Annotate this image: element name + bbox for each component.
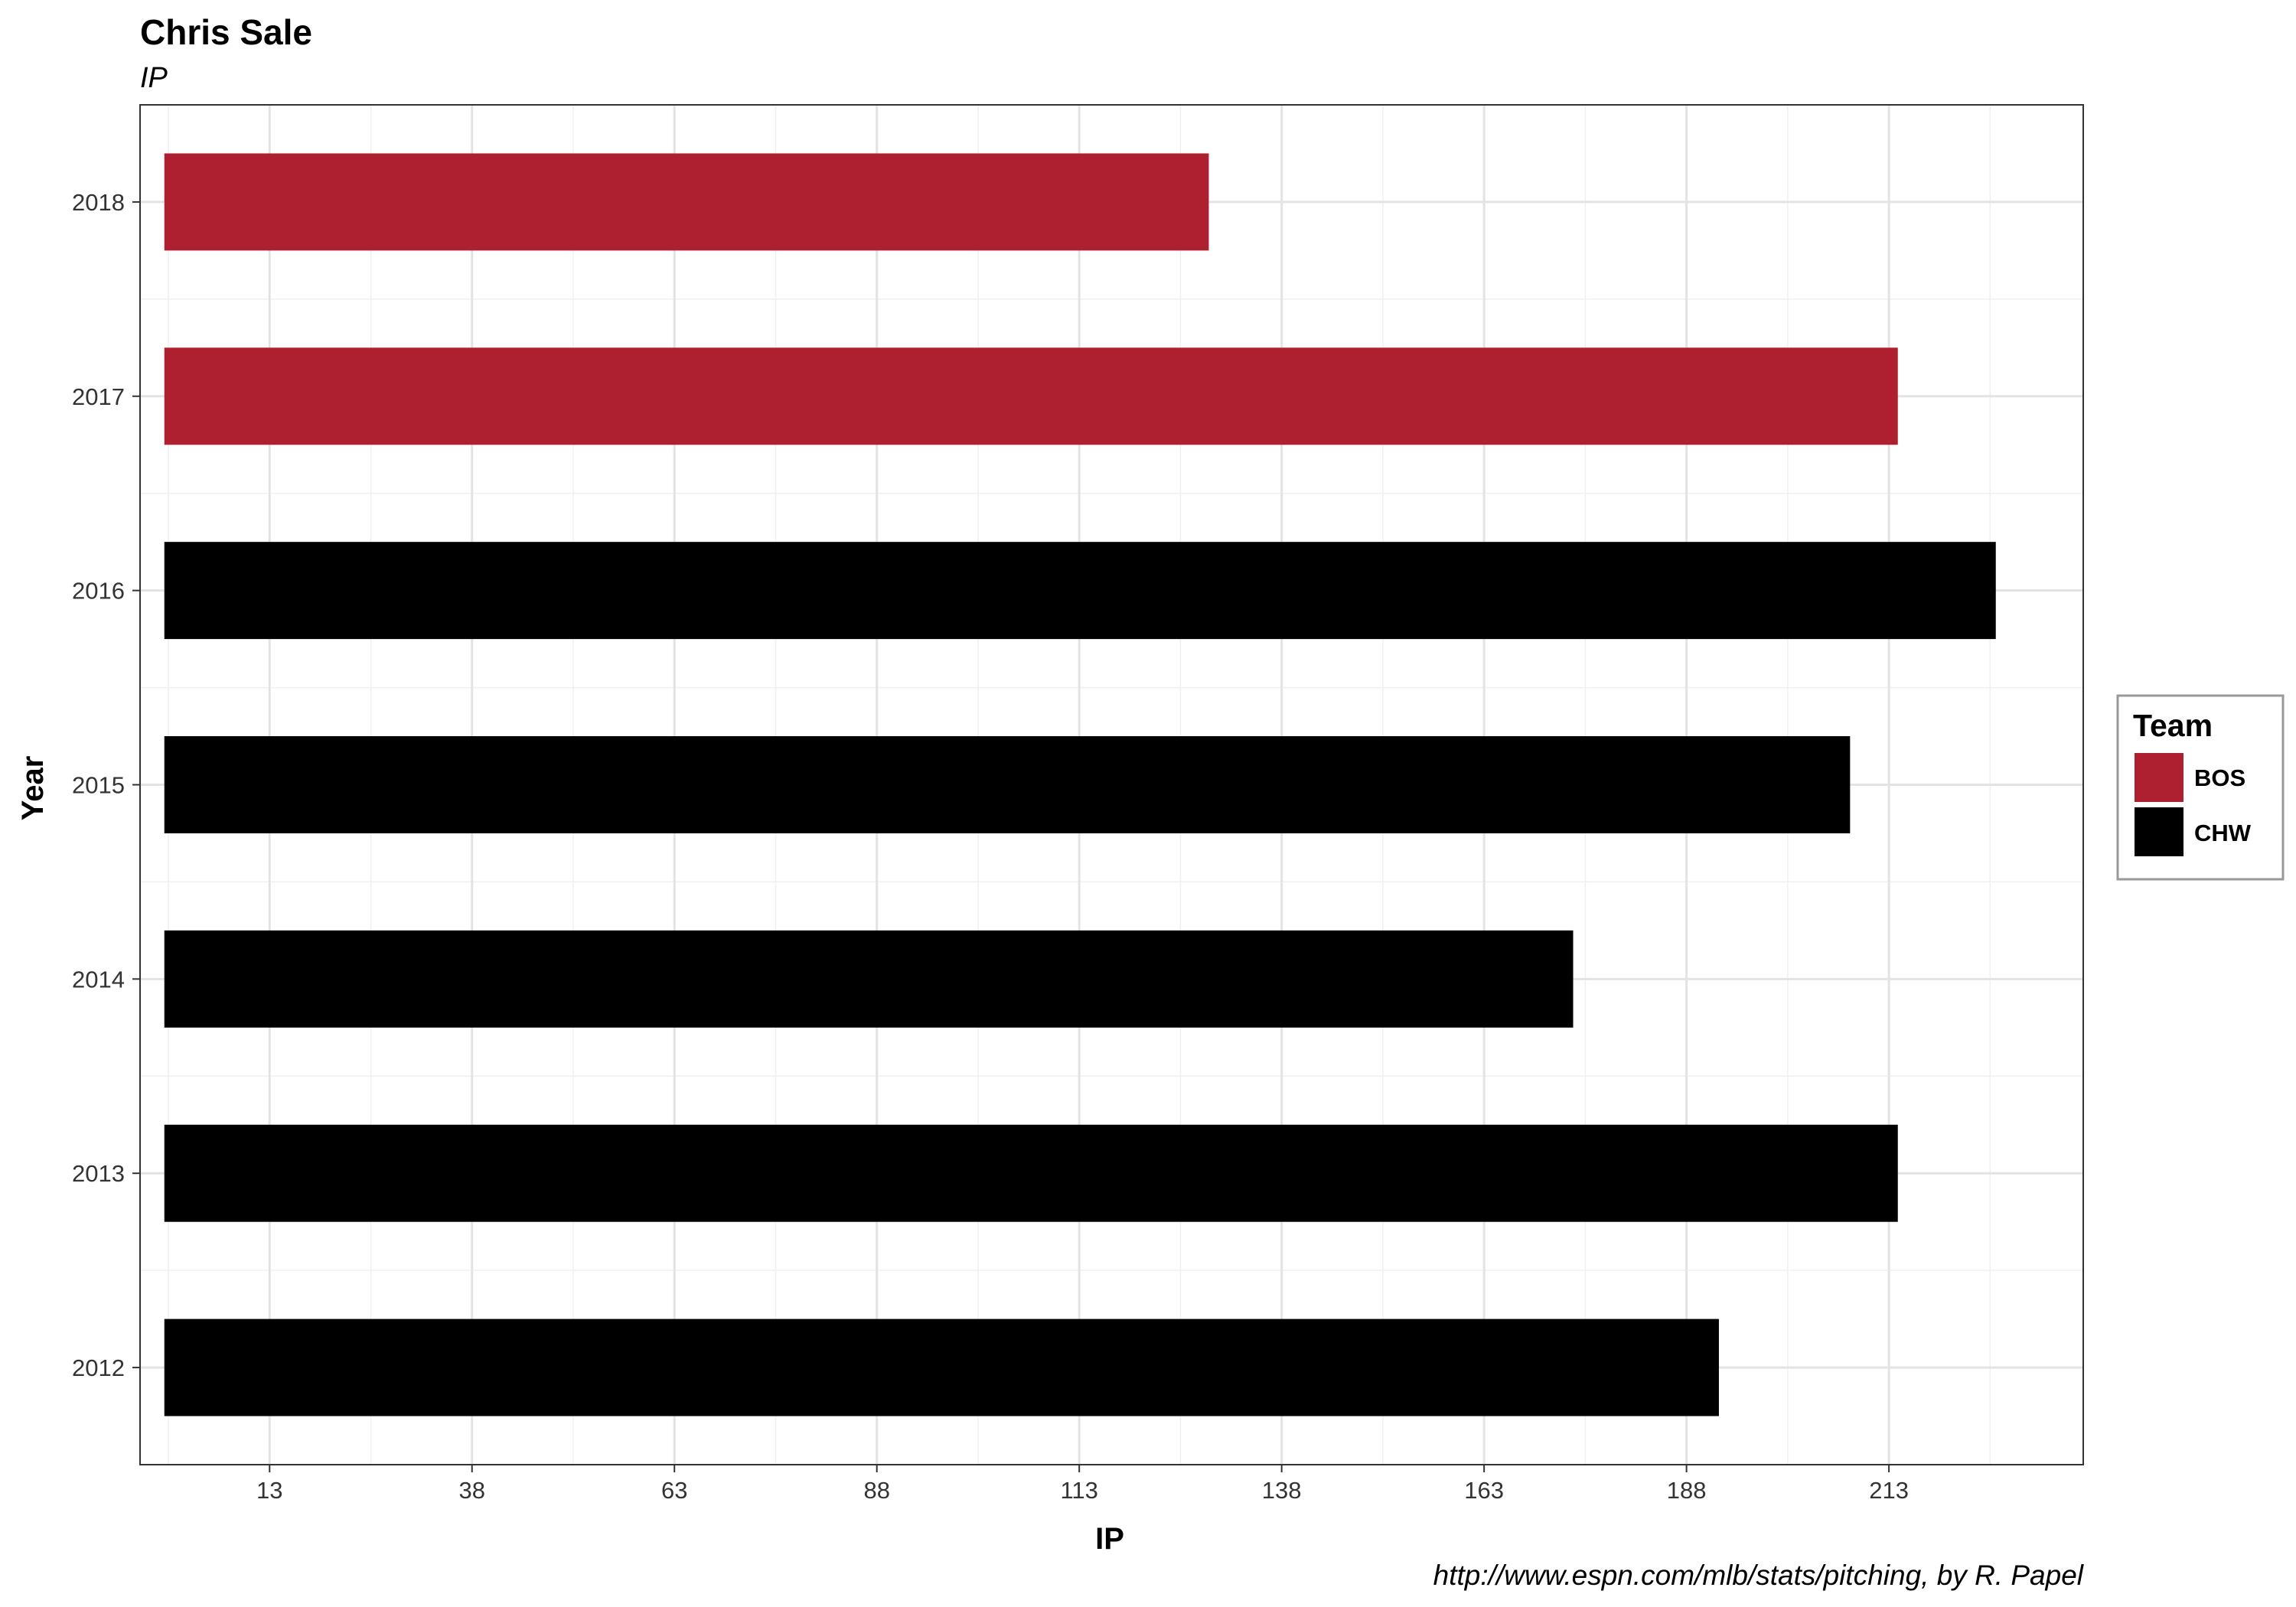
bar-2016 (164, 542, 1996, 640)
bar-2017 (164, 347, 1898, 445)
legend-title: Team (2133, 708, 2213, 743)
bar-2014 (164, 930, 1574, 1028)
bar-2012 (164, 1319, 1719, 1416)
x-axis-title: IP (1095, 1522, 1124, 1556)
y-tick-label: 2016 (72, 578, 125, 605)
x-tick-label: 188 (1667, 1477, 1707, 1504)
x-tick-label: 163 (1464, 1477, 1504, 1504)
x-axis-ticks: 13 38 63 88 113 138 163 188 213 (256, 1465, 1909, 1504)
legend-label-bos: BOS (2194, 764, 2245, 791)
y-axis-title: Year (16, 756, 50, 821)
y-tick-label: 2015 (72, 772, 125, 799)
x-tick-label: 38 (459, 1477, 485, 1504)
y-tick-label: 2012 (72, 1354, 125, 1381)
y-tick-label: 2013 (72, 1160, 125, 1187)
bars (164, 153, 1996, 1416)
legend-swatch-bos (2135, 753, 2183, 802)
chart-subtitle: IP (140, 62, 168, 94)
x-tick-label: 113 (1060, 1477, 1097, 1504)
x-tick-label: 88 (863, 1477, 889, 1504)
y-tick-label: 2017 (72, 383, 125, 410)
x-tick-label: 138 (1262, 1477, 1302, 1504)
legend-swatch-chw (2135, 807, 2183, 856)
legend-label-chw: CHW (2194, 820, 2252, 846)
x-tick-label: 213 (1869, 1477, 1909, 1504)
y-tick-label: 2014 (72, 966, 125, 993)
legend: Team BOS CHW (2116, 694, 2285, 881)
chart-caption: http://www.espn.com/mlb/stats/pitching, … (1433, 1560, 2085, 1591)
y-axis-ticks: 2012 2013 2014 2015 2016 2017 2018 (72, 189, 140, 1381)
x-tick-label: 63 (661, 1477, 687, 1504)
bar-2018 (164, 153, 1209, 251)
bar-2013 (164, 1124, 1898, 1222)
bar-2015 (164, 736, 1851, 833)
y-tick-label: 2018 (72, 189, 125, 216)
plot-area: 13 38 63 88 113 138 163 188 213 2012 2013 2014 2015… (72, 104, 2084, 1504)
chart-title: Chris Sale (140, 12, 312, 52)
x-tick-label: 13 (256, 1477, 282, 1504)
